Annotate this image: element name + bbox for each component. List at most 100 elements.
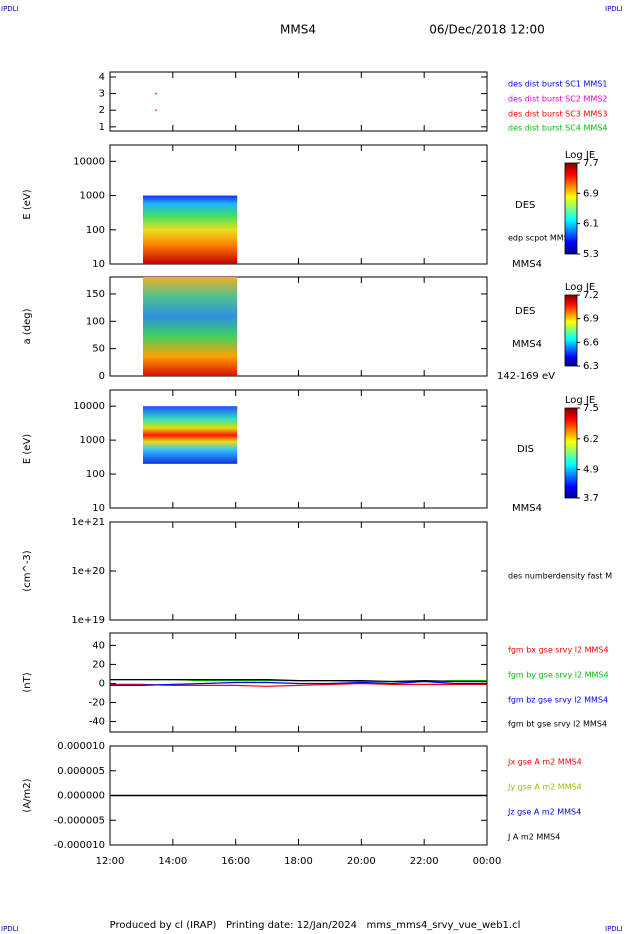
colorbar (564, 294, 578, 367)
colorbar-tick-label: 6.9 (583, 314, 599, 325)
panel-label: DES (515, 306, 535, 317)
panel-label: MMS4 (512, 503, 542, 514)
legend-entry: fgm bz gse srvy l2 MMS4 (508, 696, 608, 705)
y-tick-label: -40 (89, 717, 105, 728)
x-tick-label: 18:00 (284, 856, 313, 867)
y-axis-label: (nT) (22, 672, 33, 692)
x-tick-label: 16:00 (221, 856, 250, 867)
y-tick-label: 150 (86, 289, 105, 300)
corner-mark: IPDLI (605, 5, 623, 13)
legend-entry: des dist burst SC2 MMS2 (508, 95, 607, 104)
y-tick-label: 2 (99, 105, 105, 116)
panel-label: edp scpot MMS4 (508, 234, 574, 243)
legend-entry: des dist burst SC3 MMS3 (508, 110, 607, 119)
y-tick-label: 50 (92, 344, 105, 355)
panel-label: MMS4 (512, 259, 542, 270)
y-tick-label: -20 (89, 697, 105, 708)
legend-entry: des numberdensity fast M (508, 572, 612, 581)
data-point (155, 92, 157, 95)
colorbar-tick-label: 3.7 (583, 493, 599, 504)
corner-mark: IPDLI (1, 925, 19, 933)
x-tick-label: 22:00 (410, 856, 439, 867)
colorbar-tick-label: 6.6 (583, 337, 599, 348)
date: 06/Dec/2018 12:00 (429, 23, 545, 37)
y-tick-label: 0.000000 (57, 791, 105, 802)
legend-entry: fgm bt gse srvy l2 MMS4 (508, 720, 607, 729)
data-point (155, 109, 157, 111)
y-tick-label: 10 (92, 503, 105, 514)
legend-entry: des dist burst SC4 MMS4 (508, 124, 607, 133)
colorbar-tick-label: 6.3 (583, 361, 599, 372)
panel-frame (109, 71, 488, 132)
y-tick-label: 100 (86, 469, 105, 480)
legend-entry: fgm by gse srvy l2 MMS4 (508, 671, 609, 680)
colorbar-tick-label: 6.9 (583, 188, 599, 199)
title: MMS4 (280, 23, 316, 37)
y-axis-label: E (eV) (22, 189, 33, 219)
panel-label: DES (515, 200, 535, 211)
x-tick-label: 14:00 (158, 856, 187, 867)
y-tick-label: 3 (99, 89, 105, 100)
x-tick-label: 20:00 (347, 856, 376, 867)
legend-entry: fgm bx gse srvy l2 MMS4 (508, 646, 609, 655)
y-tick-label: -0.000005 (54, 815, 105, 826)
y-tick-label: 1e+20 (71, 566, 105, 577)
y-axis-label: E (eV) (22, 434, 33, 464)
y-axis-label: (cm^-3) (22, 550, 33, 591)
panel-frame (109, 521, 488, 621)
y-tick-label: 100 (86, 316, 105, 327)
legend-entry: Jx gse A m2 MMS4 (507, 758, 582, 767)
y-tick-label: 0.000005 (57, 766, 105, 777)
colorbar-title: Log JE (565, 395, 595, 406)
colorbar-tick-label: 6.1 (583, 219, 599, 230)
colorbar (564, 407, 578, 499)
y-tick-label: 4 (99, 72, 105, 83)
colorbar-tick-label: 7.7 (583, 158, 599, 169)
y-axis-label: a (deg) (22, 308, 33, 344)
y-tick-label: 10 (92, 259, 105, 270)
y-tick-label: 0 (99, 371, 105, 382)
corner-mark: IPDLI (1, 5, 19, 13)
y-tick-label: 1 (99, 122, 105, 133)
colorbar-title: Log JE (565, 150, 595, 161)
footer: Produced by cl (IRAP) Printing date: 12/… (110, 920, 521, 931)
series-line (110, 680, 487, 686)
series-line (110, 679, 487, 683)
panel-label: DIS (517, 444, 534, 455)
colorbar-title: Log JE (565, 282, 595, 293)
y-tick-label: 20 (92, 659, 105, 670)
colorbar-tick-label: 7.5 (583, 403, 599, 414)
y-tick-label: 0 (99, 678, 105, 689)
colorbar (564, 162, 578, 255)
y-tick-label: 1e+19 (71, 615, 105, 626)
x-tick-label: 00:00 (473, 856, 502, 867)
colorbar-tick-label: 7.2 (583, 290, 599, 301)
x-tick-label: 12:00 (96, 856, 125, 867)
panel-label: MMS4 (512, 339, 542, 350)
spectrogram (142, 195, 238, 264)
spectrogram (142, 277, 238, 376)
y-tick-label: 1000 (80, 435, 105, 446)
legend-entry: des dist burst SC1 MMS1 (508, 80, 607, 89)
y-tick-label: 100 (86, 225, 105, 236)
y-tick-label: 10000 (73, 401, 105, 412)
y-tick-label: 40 (92, 640, 105, 651)
legend-entry: J A m2 MMS4 (507, 833, 560, 842)
y-axis-label: (A/m2) (22, 778, 33, 812)
panel-frame (109, 632, 488, 733)
series-line (110, 682, 487, 687)
y-tick-label: 1e+21 (71, 517, 105, 528)
y-tick-label: 10000 (73, 156, 105, 167)
corner-mark: IPDLI (605, 925, 623, 933)
y-tick-label: -0.000010 (54, 840, 105, 851)
colorbar-tick-label: 4.9 (583, 465, 599, 476)
panel-label: 142-169 eV (497, 371, 555, 382)
colorbar-tick-label: 5.3 (583, 249, 599, 260)
legend-entry: Jy gse A m2 MMS4 (507, 783, 582, 792)
spectrogram (142, 406, 238, 464)
y-tick-label: 0.000010 (57, 741, 105, 752)
legend-entry: Jz gse A m2 MMS4 (507, 808, 581, 817)
y-tick-label: 1000 (80, 191, 105, 202)
colorbar-tick-label: 6.2 (583, 434, 599, 445)
